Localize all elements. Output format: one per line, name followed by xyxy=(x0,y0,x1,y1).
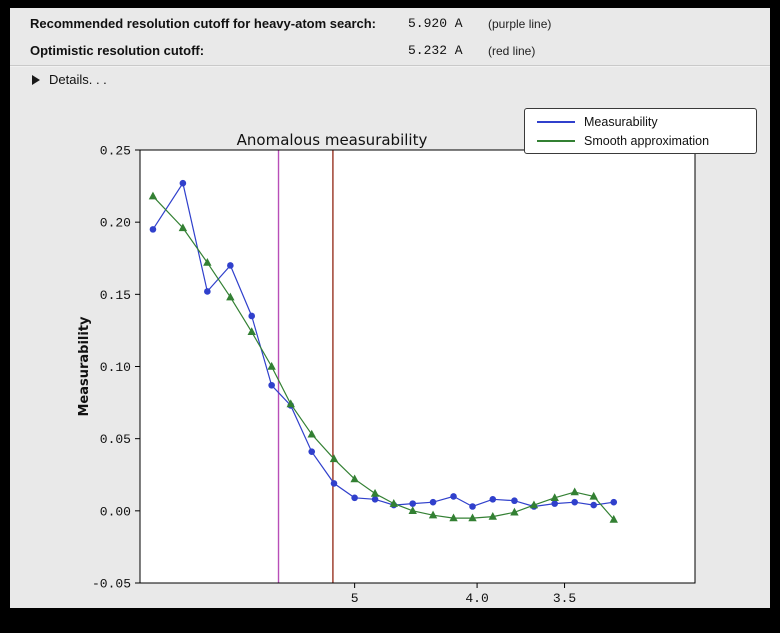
legend-entry-smooth-approximation: Smooth approximation xyxy=(537,133,746,148)
blue-line-sample xyxy=(537,120,575,123)
circle-marker xyxy=(571,498,578,506)
chart-title: Anomalous measurability xyxy=(237,131,428,149)
triangle-marker xyxy=(267,361,276,370)
recommended-cutoff-label: Recommended resolution cutoff for heavy-… xyxy=(30,16,377,31)
y-tick-label: 0.25 xyxy=(100,144,131,159)
triangle-marker xyxy=(589,491,598,500)
y-tick-label: 0.20 xyxy=(100,216,131,231)
circle-marker xyxy=(308,448,316,455)
circle-marker xyxy=(450,493,457,500)
triangle-marker xyxy=(408,506,417,515)
circle-marker xyxy=(227,262,234,269)
triangle-marker xyxy=(329,454,339,463)
y-tick-label: 0.15 xyxy=(100,288,131,303)
circle-marker xyxy=(351,494,358,502)
x-tick-label: 5 xyxy=(351,591,359,606)
triangle-marker xyxy=(247,327,256,336)
triangle-marker xyxy=(148,191,158,200)
circle-marker xyxy=(149,226,157,233)
triangle-marker xyxy=(609,514,618,523)
triangle-marker xyxy=(468,513,477,522)
circle-marker xyxy=(610,498,618,506)
circle-marker xyxy=(268,381,275,389)
triangle-marker xyxy=(428,510,438,519)
recommended-cutoff-note: (purple line) xyxy=(488,17,552,31)
triangle-marker xyxy=(449,513,458,522)
triangle-marker xyxy=(389,499,398,507)
triangle-marker xyxy=(286,399,295,408)
circle-marker xyxy=(248,312,256,320)
circle-marker xyxy=(511,497,518,505)
chart-legend: Measurability Smooth approximation xyxy=(524,108,757,154)
y-axis-label: Measurability xyxy=(77,316,92,417)
triangle-marker xyxy=(307,429,316,438)
circle-marker xyxy=(371,495,379,503)
legend-label-smooth-approximation: Smooth approximation xyxy=(584,133,710,148)
circle-marker xyxy=(409,500,417,507)
circle-marker xyxy=(179,179,187,187)
circle-marker xyxy=(590,501,597,509)
triangle-marker xyxy=(488,512,497,520)
triangle-marker xyxy=(226,292,235,301)
optimistic-cutoff-note: (red line) xyxy=(488,44,536,58)
circle-marker xyxy=(429,498,437,506)
optimistic-cutoff-label: Optimistic resolution cutoff: xyxy=(30,43,205,58)
details-label: Details. . . xyxy=(49,72,107,87)
y-tick-label: 0.00 xyxy=(100,504,131,519)
header-separator xyxy=(10,65,770,67)
triangle-marker xyxy=(203,257,212,266)
plot-background xyxy=(140,150,695,583)
y-tick-label: -0.05 xyxy=(92,577,131,592)
optimistic-cutoff-value: 5.232 A xyxy=(408,43,463,58)
circle-marker xyxy=(204,288,211,295)
triangle-marker xyxy=(510,507,519,516)
disclosure-triangle-icon xyxy=(32,74,40,85)
app-window: Recommended resolution cutoff for heavy-… xyxy=(10,8,770,608)
triangle-marker xyxy=(370,488,380,497)
y-tick-label: 0.10 xyxy=(100,360,131,375)
triangle-marker xyxy=(570,487,579,496)
chart-svg: 0.25 0.20 0.15 0.10 0.05 0.00 -0.05 5 4.0 3.5 Anom… xyxy=(77,131,696,606)
details-disclosure[interactable]: Details. . . xyxy=(32,72,107,87)
y-tick-label: 0.05 xyxy=(100,432,131,447)
circle-marker xyxy=(551,500,558,507)
legend-entry-measurability: Measurability xyxy=(537,114,746,129)
triangle-marker xyxy=(178,223,188,232)
x-tick-label: 4.0 xyxy=(465,591,488,606)
x-tick-label: 3.5 xyxy=(553,591,576,606)
legend-label-measurability: Measurability xyxy=(584,114,658,129)
triangle-marker xyxy=(529,500,539,509)
circle-marker xyxy=(469,503,476,510)
recommended-cutoff-value: 5.920 A xyxy=(408,16,463,31)
triangle-marker xyxy=(550,493,559,502)
circle-marker xyxy=(489,495,497,503)
green-line-sample xyxy=(537,139,575,142)
triangle-marker xyxy=(350,474,359,483)
circle-marker xyxy=(330,480,338,487)
